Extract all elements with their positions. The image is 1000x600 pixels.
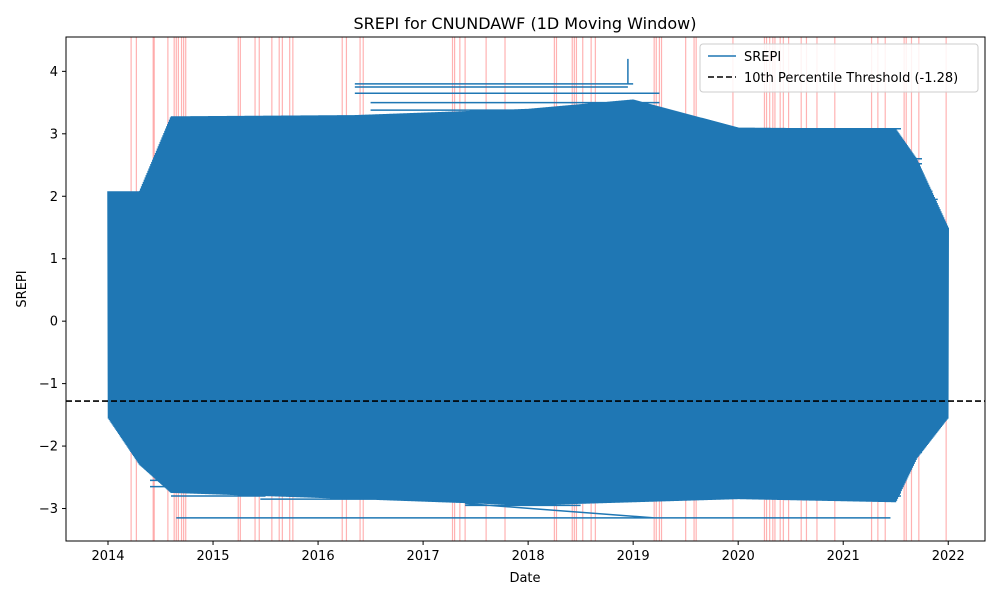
x-tick-label: 2015 bbox=[196, 549, 229, 564]
x-tick-label: 2017 bbox=[407, 549, 440, 564]
y-tick-label: 0 bbox=[50, 315, 58, 330]
srepi-line bbox=[107, 58, 949, 519]
x-tick-label: 2019 bbox=[617, 549, 650, 564]
plot-content bbox=[66, 37, 985, 541]
y-tick-label: −2 bbox=[39, 440, 58, 455]
plot-frame bbox=[65, 36, 986, 542]
legend: SREPI 10th Percentile Threshold (-1.28) bbox=[699, 43, 979, 93]
y-tick-label: 4 bbox=[50, 65, 58, 80]
y-tick-label: 1 bbox=[50, 252, 58, 267]
x-tick-label: 2022 bbox=[932, 549, 965, 564]
x-tick-label: 2016 bbox=[302, 549, 335, 564]
y-tick-label: −3 bbox=[39, 502, 58, 517]
chart-title: SREPI for CNUNDAWF (1D Moving Window) bbox=[353, 14, 696, 33]
legend-label-threshold: 10th Percentile Threshold (-1.28) bbox=[744, 71, 958, 86]
x-tick-label: 2018 bbox=[512, 549, 545, 564]
x-tick-label: 2021 bbox=[827, 549, 860, 564]
x-axis-label: Date bbox=[509, 571, 540, 586]
y-tick-label: 3 bbox=[50, 127, 58, 142]
y-axis-label: SREPI bbox=[15, 270, 30, 307]
plot-area: 2014 2015 2016 2017 2018 2019 2020 2021 2022−3−2… bbox=[39, 36, 986, 564]
x-tick-label: 2014 bbox=[91, 549, 124, 564]
legend-box bbox=[699, 43, 979, 93]
y-tick-label: −1 bbox=[39, 377, 58, 392]
y-tick-label: 2 bbox=[50, 190, 58, 205]
legend-label-srepi: SREPI bbox=[744, 50, 781, 65]
x-tick-label: 2020 bbox=[722, 549, 755, 564]
